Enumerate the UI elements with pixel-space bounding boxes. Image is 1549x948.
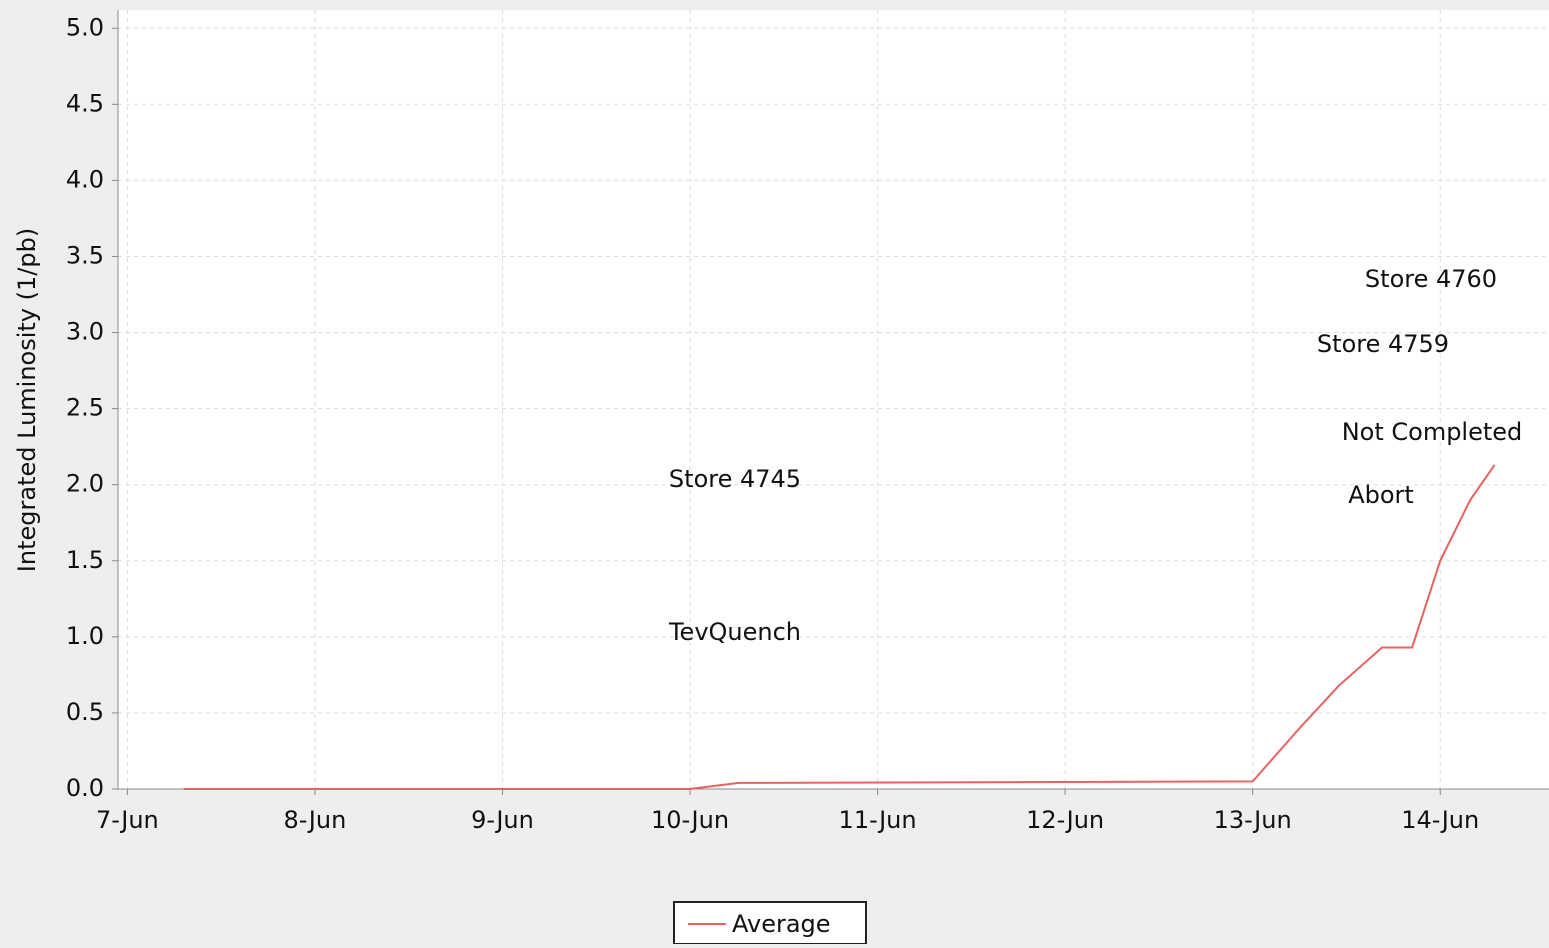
- y-tick-label: 0.5: [66, 698, 104, 726]
- y-tick-label: 2.5: [66, 394, 104, 422]
- plot-area: [118, 10, 1549, 789]
- y-tick-label: 0.0: [66, 774, 104, 802]
- y-tick-label: 5.0: [66, 13, 104, 41]
- y-axis-label: Integrated Luminosity (1/pb): [13, 228, 41, 572]
- legend-label: Average: [732, 910, 831, 938]
- x-tick-label: 7-Jun: [96, 806, 159, 834]
- y-tick-label: 4.0: [66, 165, 104, 193]
- y-tick-label: 2.0: [66, 470, 104, 498]
- y-tick-label: 1.5: [66, 546, 104, 574]
- x-tick-label: 8-Jun: [284, 806, 347, 834]
- annotation: Abort: [1348, 481, 1414, 509]
- x-tick-label: 9-Jun: [471, 806, 534, 834]
- annotation: Store 4759: [1317, 330, 1449, 358]
- x-tick-label: 10-Jun: [651, 806, 729, 834]
- annotation: TevQuench: [668, 618, 801, 646]
- x-tick-label: 11-Jun: [839, 806, 917, 834]
- x-tick-label: 12-Jun: [1026, 806, 1104, 834]
- annotation: Store 4760: [1365, 265, 1497, 293]
- annotation: Store 4745: [669, 465, 801, 493]
- x-tick-label: 13-Jun: [1214, 806, 1292, 834]
- x-tick-label: 14-Jun: [1401, 806, 1479, 834]
- annotation: Not Completed: [1342, 418, 1523, 446]
- y-tick-label: 4.5: [66, 89, 104, 117]
- y-tick-label: 1.0: [66, 622, 104, 650]
- y-tick-label: 3.0: [66, 318, 104, 346]
- y-tick-label: 3.5: [66, 241, 104, 269]
- series-line: [183, 464, 1496, 790]
